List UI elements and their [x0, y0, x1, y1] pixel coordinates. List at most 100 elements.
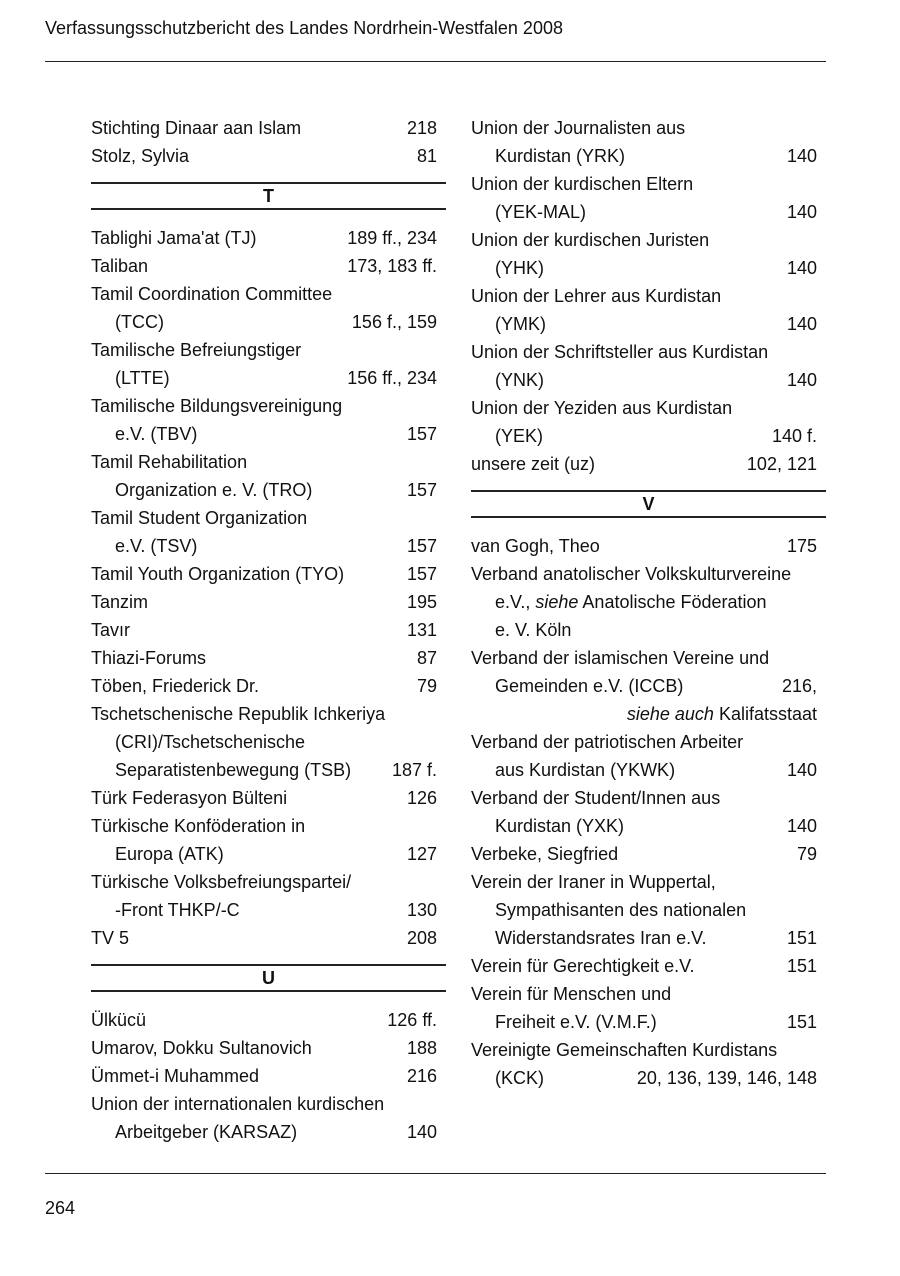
- index-entry-line: Union der Lehrer aus Kurdistan: [471, 282, 826, 310]
- entry-text: Sympathisanten des nationalen: [495, 900, 747, 920]
- index-entry-line: Kurdistan (YRK) 140: [471, 142, 826, 170]
- index-entry-line: Arbeitgeber (KARSAZ) 140: [91, 1118, 446, 1146]
- index-entry-line: Union der internationalen kurdischen: [91, 1090, 446, 1118]
- entry-text: Arbeitgeber (KARSAZ): [115, 1122, 298, 1142]
- entry-text: Vereinigte Gemeinschaften Kurdistans: [471, 1040, 778, 1060]
- entry-text: Tamil Rehabilitation: [91, 452, 248, 472]
- entry-text: Verband anatolischer Volkskulturvereine: [471, 564, 792, 584]
- index-entry-line: e.V. (TSV) 157: [91, 532, 446, 560]
- entry-text: Union der kurdischen Juristen: [471, 230, 710, 250]
- index-entry-line: Union der Yeziden aus Kurdistan: [471, 394, 826, 422]
- entry-text: Tamil Coordination Committee: [91, 284, 333, 304]
- entry-text: Kurdistan (YRK): [495, 146, 626, 166]
- entry-text: Widerstandsrates Iran e.V.: [495, 928, 707, 948]
- index-entry-line: Stichting Dinaar aan Islam 218: [91, 114, 446, 142]
- page-reference: 130: [406, 900, 437, 920]
- entry-text: (LTTE): [115, 368, 170, 388]
- page-reference: 188: [406, 1038, 437, 1058]
- page-reference: 189 ff., 234: [347, 228, 437, 248]
- page-reference: 20, 136, 139, 146, 148: [636, 1068, 817, 1088]
- page-reference: 208: [406, 928, 437, 948]
- page-reference: 157: [406, 424, 437, 444]
- page-reference: 173, 183 ff.: [347, 256, 437, 276]
- entry-text: Verein für Menschen und: [471, 984, 672, 1004]
- index-entry-line: Tavır 131: [91, 616, 446, 644]
- page-reference: 195: [406, 592, 437, 612]
- entry-text: TV 5: [91, 928, 130, 948]
- entry-text: Union der Yeziden aus Kurdistan: [471, 398, 733, 418]
- index-entry-line: Ülkücü 126 ff.: [91, 1006, 446, 1034]
- index-entry-line: Türk Federasyon Bülteni 126: [91, 784, 446, 812]
- entry-text: Union der kurdischen Eltern: [471, 174, 694, 194]
- entry-text-segment: siehe auch: [626, 704, 714, 724]
- page-reference: 216,: [781, 676, 817, 696]
- index-entry-line: Vereinigte Gemeinschaften Kurdistans: [471, 1036, 826, 1064]
- index-entry-line: Freiheit e.V. (V.M.F.) 151: [471, 1008, 826, 1036]
- index-entry-line: Tablighi Jama'at (TJ) 189 ff., 234: [91, 224, 446, 252]
- page-reference: 140: [786, 314, 817, 334]
- index-entry-line: Verein für Gerechtigkeit e.V. 151: [471, 952, 826, 980]
- index-entry-line: Tamilische Befreiungstiger: [91, 336, 446, 364]
- entry-text-segment: e.V.,: [495, 592, 531, 612]
- index-entry-line: (YEK-MAL) 140: [471, 198, 826, 226]
- entry-text: (YEK): [495, 426, 544, 446]
- entry-text: Tamil Youth Organization (TYO): [91, 564, 345, 584]
- index-entry-line: unsere zeit (uz) 102, 121: [471, 450, 826, 478]
- index-entry-line: (YEK) 140 f.: [471, 422, 826, 450]
- index-entry-line: Verband der Student/Innen aus: [471, 784, 826, 812]
- page-reference: 127: [406, 844, 437, 864]
- page-reference: 157: [406, 536, 437, 556]
- index-entry-line: Kurdistan (YXK) 140: [471, 812, 826, 840]
- index-entry-line: Ümmet-i Muhammed 216: [91, 1062, 446, 1090]
- entry-text-segment: Kalifatsstaat: [713, 704, 817, 724]
- page-reference: 151: [786, 1012, 817, 1032]
- page-reference: 140: [786, 202, 817, 222]
- page-reference: 126: [406, 788, 437, 808]
- page-reference: 102, 121: [746, 454, 817, 474]
- page-reference: 140: [786, 370, 817, 390]
- entry-text: (CRI)/Tschetschenische: [115, 732, 306, 752]
- index-entry-line: -Front THKP/-C 130: [91, 896, 446, 924]
- entry-text: Verband der islamischen Vereine und: [471, 648, 770, 668]
- page-reference: 175: [786, 536, 817, 556]
- page-reference: 140: [786, 760, 817, 780]
- index-entry-line: aus Kurdistan (YKWK) 140: [471, 756, 826, 784]
- page-reference: 79: [796, 844, 817, 864]
- page-reference: 140: [406, 1122, 437, 1142]
- entry-text: van Gogh, Theo: [471, 536, 600, 556]
- page-reference: 79: [416, 676, 437, 696]
- entry-text: e.V. (TSV): [115, 536, 198, 556]
- index-entry-line: Union der kurdischen Juristen: [471, 226, 826, 254]
- index-column-left: Stichting Dinaar aan Islam 218 Stolz, Sylv…: [91, 114, 446, 1146]
- page-reference: 157: [406, 564, 437, 584]
- entry-text: Stolz, Sylvia: [91, 146, 190, 166]
- entry-text: (YHK): [495, 258, 544, 278]
- entry-text: Ümmet-i Muhammed: [91, 1066, 260, 1086]
- index-entry-line: Verein für Menschen und: [471, 980, 826, 1008]
- entry-text: (YMK): [495, 314, 546, 334]
- index-entry-line: Gemeinden e.V. (ICCB) 216,: [471, 672, 826, 700]
- entry-text: Tamilische Befreiungstiger: [91, 340, 302, 360]
- index-entry-line: Europa (ATK) 127: [91, 840, 446, 868]
- entry-text: Separatistenbewegung (TSB): [115, 760, 352, 780]
- index-entry-line: Türkische Konföderation in: [91, 812, 446, 840]
- entry-text: Union der Schriftsteller aus Kurdistan: [471, 342, 769, 362]
- index-entry-line: Thiazi-Forums 87: [91, 644, 446, 672]
- page-reference: 151: [786, 956, 817, 976]
- entry-text: Ülkücü: [91, 1010, 147, 1030]
- entry-text: unsere zeit (uz): [471, 454, 596, 474]
- index-entry-line: (KCK) 20, 136, 139, 146, 148: [471, 1064, 826, 1092]
- entry-text: Verein für Gerechtigkeit e.V.: [471, 956, 695, 976]
- index-entry-line: e.V., siehe Anatolische Föderation: [471, 588, 826, 616]
- page-reference: 81: [416, 146, 437, 166]
- entry-text: Tschetschenische Republik Ichkeriya: [91, 704, 386, 724]
- index-entry-line: e. V. Köln: [471, 616, 826, 644]
- page-reference: 140: [786, 146, 817, 166]
- entry-text: Taliban: [91, 256, 149, 276]
- index-entry-line: (TCC) 156 f., 159: [91, 308, 446, 336]
- entry-text: e. V. Köln: [495, 620, 572, 640]
- index-entry-line: (LTTE) 156 ff., 234: [91, 364, 446, 392]
- entry-text: Europa (ATK): [115, 844, 224, 864]
- header-rule: [45, 61, 826, 62]
- index-entry-line: Stolz, Sylvia 81: [91, 142, 446, 170]
